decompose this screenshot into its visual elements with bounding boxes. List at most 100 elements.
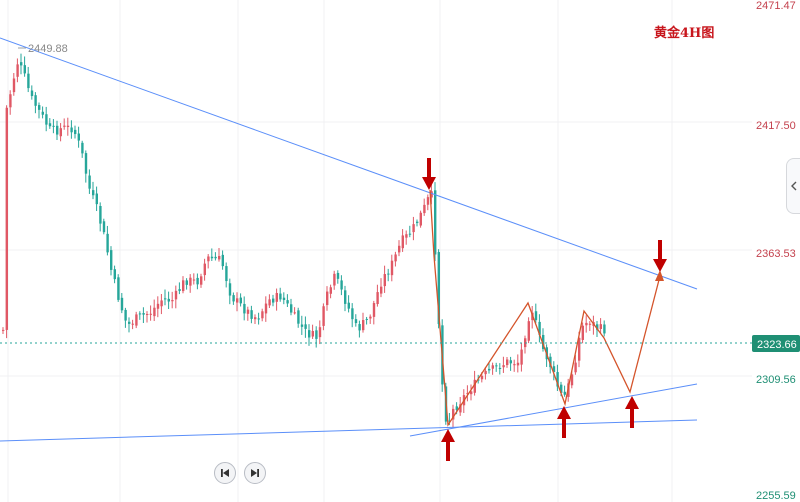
candle	[207, 254, 210, 269]
candle	[257, 312, 260, 325]
candle	[408, 225, 412, 238]
candle	[333, 270, 336, 290]
candle	[92, 181, 95, 200]
candle	[470, 384, 473, 401]
candle	[9, 90, 12, 115]
candle	[70, 120, 73, 139]
candle	[268, 294, 271, 309]
trendlines	[0, 37, 698, 442]
candle	[45, 106, 48, 132]
candle	[142, 307, 145, 323]
candle	[423, 198, 426, 216]
scroll-forward-button[interactable]	[244, 462, 266, 484]
candle	[74, 125, 77, 139]
candle	[203, 258, 206, 281]
candle	[228, 278, 232, 305]
candle	[380, 278, 383, 298]
candle	[290, 298, 293, 316]
candle	[128, 317, 131, 333]
candle	[488, 362, 491, 374]
candle	[171, 291, 174, 309]
candle	[297, 307, 300, 328]
candle	[239, 293, 242, 307]
candle	[405, 230, 408, 245]
projection-path	[429, 189, 664, 427]
candle	[156, 296, 160, 318]
candle	[599, 318, 602, 334]
candle	[185, 278, 188, 290]
candle	[264, 296, 268, 322]
candle	[538, 314, 541, 343]
candle	[383, 265, 386, 293]
candle	[232, 292, 235, 305]
candle	[552, 361, 556, 381]
candle	[398, 240, 401, 257]
candle	[178, 282, 181, 295]
candle	[585, 315, 588, 333]
candle	[516, 354, 520, 373]
up-arrow	[441, 429, 455, 461]
candle	[225, 262, 228, 288]
down-arrow	[422, 158, 436, 190]
candle	[272, 294, 275, 307]
candle	[12, 73, 16, 96]
y-tick-label: 2417.50	[756, 120, 796, 132]
svg-text:2449.88: 2449.88	[28, 43, 68, 55]
candle	[520, 342, 523, 372]
annotation-arrows	[422, 158, 667, 461]
candles	[2, 53, 606, 428]
candle	[210, 248, 214, 261]
candle	[246, 306, 250, 321]
candle	[236, 292, 239, 312]
high-annotation: 2449.88	[18, 43, 68, 55]
candle	[221, 250, 224, 270]
candle	[34, 92, 37, 114]
up-arrow	[557, 406, 571, 438]
side-panel-handle[interactable]	[786, 158, 800, 214]
candle	[146, 311, 149, 323]
scroll-back-button[interactable]	[214, 462, 236, 484]
candle	[99, 202, 102, 232]
candle	[113, 265, 116, 284]
candle	[524, 335, 527, 354]
candle	[430, 184, 433, 205]
candle	[426, 194, 430, 211]
candle	[563, 385, 566, 397]
candle	[534, 303, 538, 324]
candle	[102, 218, 106, 235]
candle	[354, 314, 358, 327]
candle	[588, 321, 592, 331]
candle	[84, 150, 88, 183]
candle	[603, 320, 606, 337]
candle	[30, 85, 34, 100]
candle	[318, 320, 322, 345]
candle	[473, 370, 476, 396]
candle	[491, 362, 494, 375]
candle	[196, 273, 199, 290]
candle	[308, 324, 311, 346]
candle	[336, 270, 340, 284]
candle	[106, 225, 109, 256]
candle	[254, 314, 257, 324]
candle	[466, 385, 469, 402]
candle	[59, 123, 62, 142]
candle	[300, 315, 304, 335]
candle	[95, 186, 98, 212]
projection-line	[429, 189, 661, 427]
candle	[502, 356, 505, 373]
candle	[131, 319, 134, 330]
candle	[372, 300, 376, 325]
candle	[509, 356, 512, 371]
candle	[527, 317, 530, 344]
candle	[279, 287, 282, 302]
candle	[581, 322, 584, 344]
candle	[48, 118, 52, 129]
candle	[56, 120, 59, 141]
chevron-left-icon	[790, 181, 796, 191]
candle	[293, 307, 296, 315]
candle	[218, 248, 221, 262]
candle	[20, 53, 23, 75]
up-arrow	[625, 396, 639, 428]
candle	[401, 229, 404, 252]
candle	[23, 56, 26, 77]
